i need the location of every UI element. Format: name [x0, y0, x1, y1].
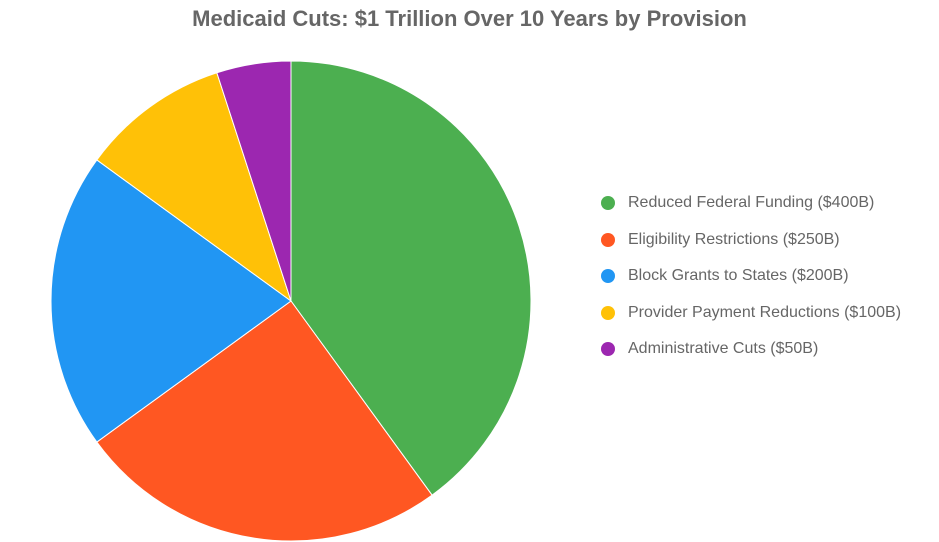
legend-item-block-grants[interactable]: Block Grants to States ($200B) [601, 258, 901, 295]
legend-swatch-icon [601, 196, 615, 211]
legend-label: Block Grants to States ($200B) [628, 267, 849, 285]
legend-swatch-icon [601, 269, 615, 284]
pie-slice-eligibility-restrictions[interactable] [96, 300, 433, 542]
pie-slice-provider-payment-reductions[interactable] [96, 72, 292, 303]
chart-legend: Reduced Federal Funding ($400B) Eligibil… [601, 185, 901, 368]
legend-swatch-icon [601, 232, 615, 247]
pie-slice-block-grants-to-states[interactable] [50, 159, 292, 443]
legend-item-provider-payment-reductions[interactable]: Provider Payment Reductions ($100B) [601, 295, 901, 332]
pie-slice-reduced-federal-funding[interactable] [290, 60, 532, 496]
legend-item-reduced-federal-funding[interactable]: Reduced Federal Funding ($400B) [601, 185, 901, 222]
legend-item-eligibility-restrictions[interactable]: Eligibility Restrictions ($250B) [601, 222, 901, 259]
legend-label: Eligibility Restrictions ($250B) [628, 230, 840, 248]
legend-label: Reduced Federal Funding ($400B) [628, 194, 875, 212]
legend-swatch-icon [601, 342, 615, 357]
chart-title: Medicaid Cuts: $1 Trillion Over 10 Years… [192, 6, 747, 31]
legend-label: Provider Payment Reductions ($100B) [628, 303, 902, 321]
legend-label: Administrative Cuts ($50B) [628, 340, 819, 358]
legend-swatch-icon [601, 305, 615, 320]
legend-item-administrative-cuts[interactable]: Administrative Cuts ($50B) [601, 331, 901, 368]
pie-slice-administrative-cuts[interactable] [216, 60, 292, 302]
